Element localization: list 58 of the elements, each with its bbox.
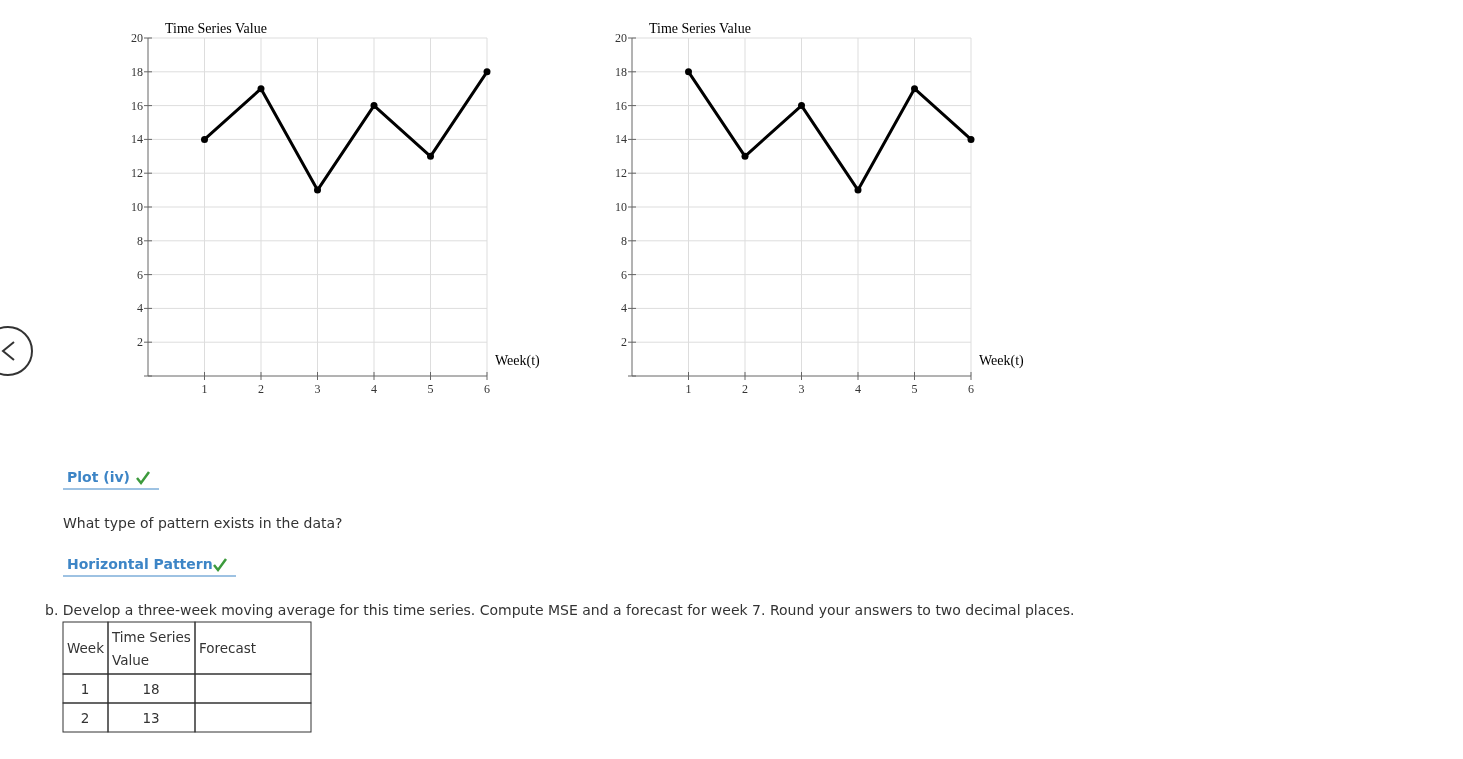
- y-tick-label: 6: [621, 267, 627, 282]
- y-tick-label: 18: [131, 64, 143, 79]
- x-tick-label: 2: [258, 382, 264, 396]
- point: [314, 186, 321, 194]
- x-tick-label: 3: [798, 382, 805, 396]
- y-axis-title: Time Series Value: [165, 21, 267, 36]
- text: b. Develop a three-week moving average for this time series. Compute MSE and a forecast for week 7. Round your answers to two decimal places.: [45, 602, 1075, 618]
- x-axis-title: Week(t): [495, 353, 541, 369]
- point: [854, 186, 862, 194]
- y-tick-label: 20: [615, 31, 627, 45]
- y-tick-label: 14: [131, 132, 143, 147]
- text: What type of pattern exists in the data?: [63, 515, 343, 531]
- x-tick-label: 2: [742, 382, 748, 396]
- x-tick-label: 4: [371, 382, 377, 396]
- x-tick-label: 1: [201, 382, 208, 396]
- x-axis-title: Week(t): [979, 353, 1025, 369]
- text: Plot (iv): [67, 469, 130, 485]
- text: Time Series Value: [111, 629, 191, 668]
- y-tick-label: 10: [615, 200, 627, 214]
- y-tick-label: 6: [137, 267, 143, 282]
- y-tick-label: 16: [131, 98, 143, 113]
- x-tick-label: 6: [484, 382, 490, 396]
- point: [427, 152, 434, 160]
- text: 2: [80, 710, 90, 726]
- y-tick-label: 12: [131, 166, 143, 181]
- point: [257, 85, 265, 93]
- point: [967, 135, 975, 143]
- point: [798, 102, 805, 110]
- x-tick-label: 6: [968, 382, 974, 396]
- point: [911, 85, 918, 93]
- x-tick-label: 4: [855, 382, 861, 396]
- point: [685, 68, 692, 76]
- y-tick-label: 10: [131, 200, 143, 214]
- point: [370, 102, 378, 110]
- y-tick-label: 8: [621, 233, 627, 248]
- x-tick-label: 3: [314, 382, 321, 396]
- x-tick-label: 5: [427, 382, 434, 396]
- text: 13: [142, 710, 160, 726]
- y-tick-label: 4: [621, 301, 627, 316]
- point: [483, 68, 491, 76]
- y-axis-title: Time Series Value: [649, 21, 751, 36]
- text: Horizontal Pattern: [67, 556, 213, 572]
- y-tick-label: 18: [615, 64, 627, 79]
- point: [201, 135, 208, 143]
- y-tick-label: 14: [615, 132, 627, 147]
- text: Week: [67, 640, 105, 656]
- text: Forecast: [199, 640, 257, 656]
- point: [741, 152, 749, 160]
- y-tick-label: 4: [137, 301, 143, 316]
- x-tick-label: 5: [911, 382, 918, 396]
- y-tick-label: 16: [615, 98, 627, 113]
- y-tick-label: 20: [131, 31, 143, 45]
- y-tick-label: 2: [137, 335, 143, 350]
- y-tick-label: 2: [621, 335, 627, 350]
- x-tick-label: 1: [685, 382, 692, 396]
- text: 1: [80, 681, 90, 697]
- y-tick-label: 12: [615, 166, 627, 181]
- y-tick-label: 8: [137, 233, 143, 248]
